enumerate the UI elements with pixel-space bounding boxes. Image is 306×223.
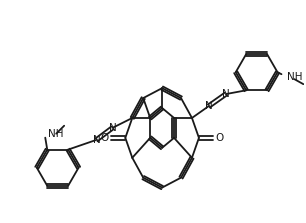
Text: N: N (205, 101, 213, 111)
Text: N: N (93, 135, 100, 145)
Text: N: N (109, 123, 116, 133)
Text: O: O (100, 133, 109, 143)
Text: NH: NH (287, 72, 303, 82)
Text: NH: NH (48, 129, 64, 139)
Text: O: O (216, 133, 224, 143)
Text: N: N (222, 89, 230, 99)
